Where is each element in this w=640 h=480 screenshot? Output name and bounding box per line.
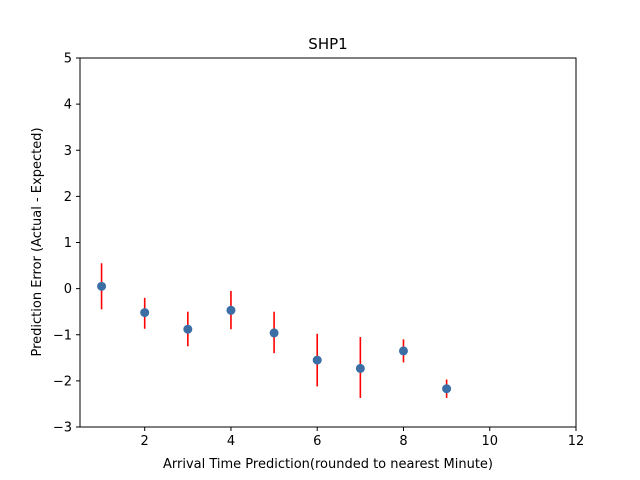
data-point <box>398 346 408 356</box>
y-tick-label: −1 <box>53 328 72 343</box>
data-point <box>442 384 452 394</box>
y-tick-label: 3 <box>64 144 72 159</box>
y-tick-label: 4 <box>64 98 72 113</box>
x-tick-label: 8 <box>399 434 407 449</box>
x-tick-label: 6 <box>313 434 321 449</box>
data-point <box>355 363 365 373</box>
data-point <box>183 324 193 334</box>
chart-marks <box>97 263 452 398</box>
y-tick-label: 5 <box>64 52 72 67</box>
x-axis: 2 4 6 8 10 12 <box>141 427 585 449</box>
y-tick-label: 1 <box>64 236 72 251</box>
data-point <box>312 355 322 365</box>
y-tick-label: −3 <box>53 421 72 436</box>
x-axis-label: Arrival Time Prediction(rounded to neare… <box>163 457 493 472</box>
chart-title: SHP1 <box>308 35 347 53</box>
y-axis-label: Prediction Error (Actual - Expected) <box>30 127 45 356</box>
y-tick-label: −2 <box>53 374 72 389</box>
x-tick-label: 10 <box>481 434 498 449</box>
data-point <box>226 305 236 315</box>
y-axis: −3 −2 −1 0 1 2 3 4 5 <box>53 52 80 436</box>
y-tick-label: 2 <box>64 190 72 205</box>
x-tick-label: 4 <box>227 434 235 449</box>
data-point <box>97 281 107 291</box>
data-point <box>140 308 150 318</box>
x-tick-label: 2 <box>141 434 149 449</box>
data-point <box>269 328 279 338</box>
x-tick-label: 12 <box>568 434 585 449</box>
y-tick-label: 0 <box>64 282 72 297</box>
